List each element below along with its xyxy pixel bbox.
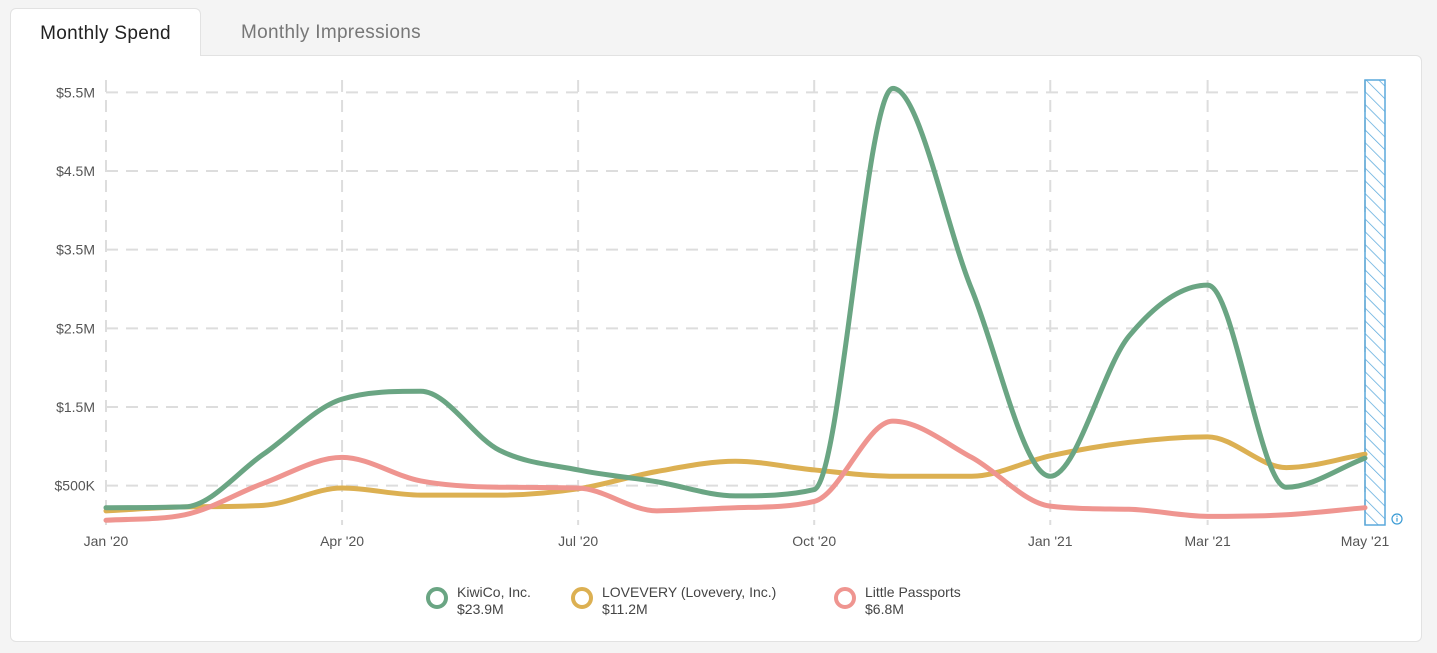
partial-period-hatch: [1364, 79, 1386, 526]
legend-item-kiwico[interactable]: KiwiCo, Inc. $23.9M: [426, 584, 531, 618]
y-tick-label: $1.5M: [56, 399, 95, 415]
y-tick-label: $3.5M: [56, 242, 95, 258]
tab-monthly-impressions[interactable]: Monthly Impressions: [241, 22, 421, 43]
x-tick-label: Apr '20: [320, 533, 364, 549]
x-tick-label: May '21: [1341, 533, 1390, 549]
legend-item-little-passports[interactable]: Little Passports $6.8M: [834, 584, 961, 618]
info-icon[interactable]: [1391, 513, 1403, 525]
y-tick-label: $4.5M: [56, 163, 95, 179]
x-tick-label: Jul '20: [558, 533, 598, 549]
y-tick-label: $5.5M: [56, 84, 95, 100]
series-line-kiwico-inc[interactable]: [103, 85, 1368, 511]
legend-total: $23.9M: [457, 601, 504, 617]
legend-total: $6.8M: [865, 601, 904, 617]
chart-legend: KiwiCo, Inc. $23.9M LOVEVERY (Lovevery, …: [0, 584, 1437, 624]
y-tick-label: $2.5M: [56, 320, 95, 336]
series-line-lovevery-lovevery-inc[interactable]: [103, 434, 1368, 514]
legend-label: LOVEVERY (Lovevery, Inc.): [602, 584, 777, 600]
x-tick-label: Jan '21: [1028, 533, 1073, 549]
legend-item-lovevery[interactable]: LOVEVERY (Lovevery, Inc.) $11.2M: [571, 584, 776, 618]
legend-marker-lovevery: [571, 587, 593, 609]
tab-bar: Monthly Spend Monthly Impressions: [10, 8, 461, 56]
legend-label: Little Passports: [865, 584, 961, 600]
legend-marker-kiwico: [426, 587, 448, 609]
legend-total: $11.2M: [602, 601, 648, 617]
x-tick-label: Oct '20: [792, 533, 836, 549]
grid-lines: [105, 80, 1366, 525]
legend-marker-little-passports: [834, 587, 856, 609]
y-axis-ticks: $500K $1.5M $2.5M $3.5M $4.5M $5.5M: [55, 84, 96, 493]
x-axis-ticks: Jan '20 Apr '20 Jul '20 Oct '20 Jan '21 Mar '…: [84, 533, 1390, 549]
series-line-little-passports[interactable]: [103, 418, 1368, 523]
tab-monthly-spend[interactable]: Monthly Spend: [10, 8, 201, 56]
chart-panel: [10, 55, 1422, 642]
partial-period-region: [1364, 79, 1386, 526]
series-lines: [103, 85, 1368, 523]
x-tick-label: Mar '21: [1185, 533, 1231, 549]
y-tick-label: $500K: [55, 478, 96, 494]
x-tick-label: Jan '20: [84, 533, 129, 549]
legend-label: KiwiCo, Inc.: [457, 584, 531, 600]
